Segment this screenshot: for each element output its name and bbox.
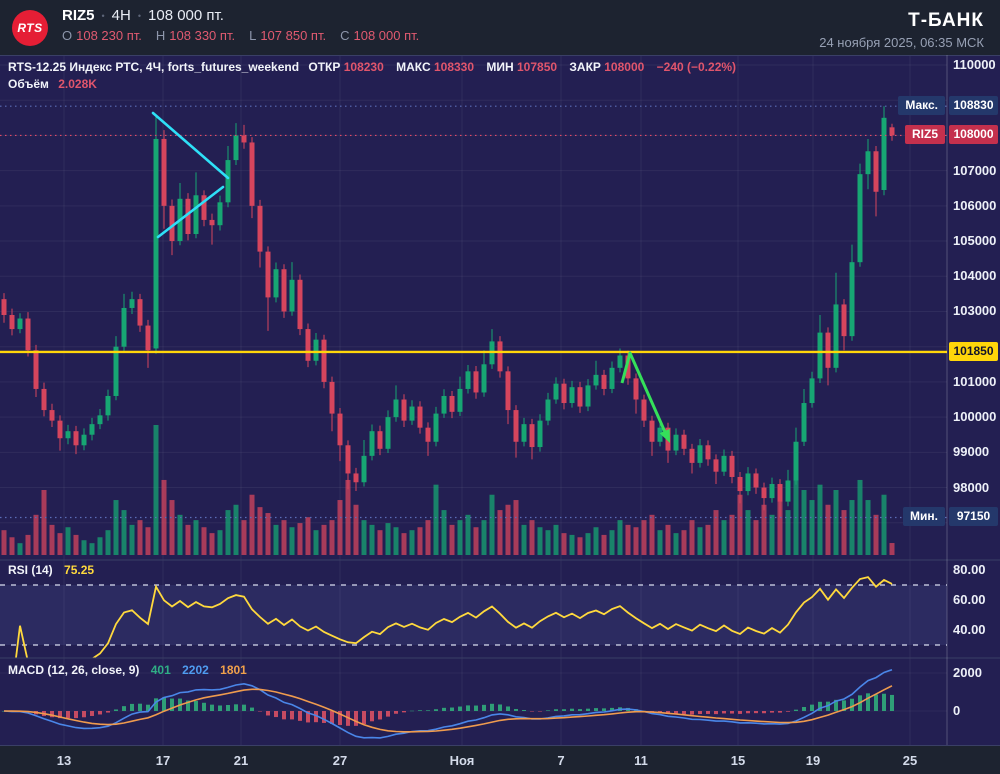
low-value: 107 850 пт.: [260, 28, 327, 43]
ohlc-row: O 108 230 пт. H 108 330 пт. L 107 850 пт…: [62, 28, 429, 43]
symbol-name[interactable]: RIZ5: [62, 7, 95, 24]
time-axis-tick: 15: [730, 753, 746, 768]
time-axis-tick: 19: [805, 753, 821, 768]
rsi-label[interactable]: RSI (14): [8, 563, 53, 577]
brand-block: Т-БАНК 24 ноября 2025, 06:35 МСК: [819, 10, 984, 50]
volume-legend: Объём 2.028K: [8, 77, 97, 91]
instrument-title-block: RIZ5 • 4H • 108 000 пт. O 108 230 пт. H …: [62, 7, 429, 43]
rsi-value: 75.25: [64, 563, 95, 577]
price-badge-label: RIZ5: [904, 125, 945, 145]
rsi-axis-label: 40.00: [953, 622, 986, 637]
high-letter: H: [155, 28, 166, 43]
legend-close-value: 108000: [604, 60, 645, 74]
price-axis-label: 99000: [953, 444, 990, 460]
legend-open-value: 108230: [343, 60, 384, 74]
low-letter: L: [249, 28, 257, 43]
price-badge-value: 108830: [949, 96, 998, 116]
macd-hist-value: 401: [150, 663, 171, 677]
legend-high-label: МАКС: [396, 60, 431, 74]
time-axis-tick: Ноя: [449, 753, 475, 768]
macd-label[interactable]: MACD (12, 26, close, 9): [8, 663, 140, 677]
price-axis-label: 100000: [953, 409, 997, 425]
rts-logo: RTS: [12, 10, 48, 46]
legend-low-label: МИН: [486, 60, 514, 74]
legend-change: −240 (−0.22%): [656, 60, 737, 74]
price-badge-label: Макс.: [898, 96, 945, 116]
legend-low-value: 107850: [517, 60, 558, 74]
price-axis-label: 105000: [953, 233, 997, 249]
legend-open-label: ОТКР: [308, 60, 341, 74]
time-axis-tick: 7: [557, 753, 565, 768]
volume-label[interactable]: Объём: [8, 77, 49, 91]
macd-axis-label: 0: [953, 703, 961, 718]
last-price: 108 000 пт.: [148, 7, 224, 24]
price-axis-label: 104000: [953, 268, 997, 284]
legend-high-value: 108330: [433, 60, 475, 74]
price-badge-label: Мин.: [903, 507, 945, 527]
rsi-axis-label: 60.00: [953, 592, 986, 607]
open-value: 108 230 пт.: [76, 28, 142, 43]
macd-signal-value: 1801: [220, 663, 247, 677]
datetime-stamp: 24 ноября 2025, 06:35 МСК: [819, 35, 984, 50]
high-value: 108 330 пт.: [169, 28, 236, 43]
price-axis-label: 110000: [953, 57, 996, 72]
rsi-legend: RSI (14) 75.25: [8, 563, 94, 577]
price-badge-value: 108000: [949, 125, 998, 145]
time-axis-tick: 27: [332, 753, 348, 768]
volume-value: 2.028K: [58, 77, 97, 91]
series-legend: RTS-12.25 Индекс РТС, 4Ч, forts_futures_…: [8, 60, 745, 74]
price-axis-label: 103000: [953, 303, 997, 319]
price-axis-label: 98000: [953, 479, 990, 495]
time-axis-tick: 13: [56, 753, 72, 768]
close-value: 108 000 пт.: [353, 28, 420, 43]
price-badge-value: 97150: [949, 507, 998, 527]
price-axis-label: 101000: [953, 373, 997, 389]
open-letter: O: [62, 28, 73, 43]
time-axis-tick: 17: [155, 753, 171, 768]
series-title[interactable]: RTS-12.25 Индекс РТС, 4Ч, forts_futures_…: [8, 60, 300, 74]
price-badge-value: 101850: [949, 341, 998, 361]
instrument-title-row: RIZ5 • 4H • 108 000 пт.: [62, 7, 429, 24]
dot-separator: •: [137, 10, 142, 21]
rsi-axis-label: 80.00: [953, 562, 986, 577]
dot-separator: •: [101, 10, 105, 21]
close-letter: C: [340, 28, 350, 43]
macd-axis-label: 2000: [953, 664, 982, 680]
price-axis-label: 106000: [953, 197, 997, 213]
chart-area[interactable]: RTS-12.25 Индекс РТС, 4Ч, forts_futures_…: [0, 55, 1000, 745]
time-axis-tick: 11: [634, 753, 648, 768]
time-axis-tick: 21: [233, 753, 249, 768]
time-axis-tick: 25: [902, 753, 918, 768]
price-chart-canvas[interactable]: [0, 55, 1000, 745]
legend-close-label: ЗАКР: [569, 60, 601, 74]
time-axis[interactable]: 13 17 21 27 Ноя 7 11 15 19 25: [0, 745, 1000, 774]
macd-legend: MACD (12, 26, close, 9) 401 2202 1801: [8, 663, 247, 677]
timeframe-value[interactable]: 4H: [111, 7, 131, 24]
bank-logo-text: Т-БАНК: [908, 10, 984, 31]
macd-line-value: 2202: [182, 663, 209, 677]
price-axis-label: 107000: [953, 162, 997, 178]
header-bar: RTS RIZ5 • 4H • 108 000 пт. O 108 230 пт…: [0, 0, 1000, 55]
